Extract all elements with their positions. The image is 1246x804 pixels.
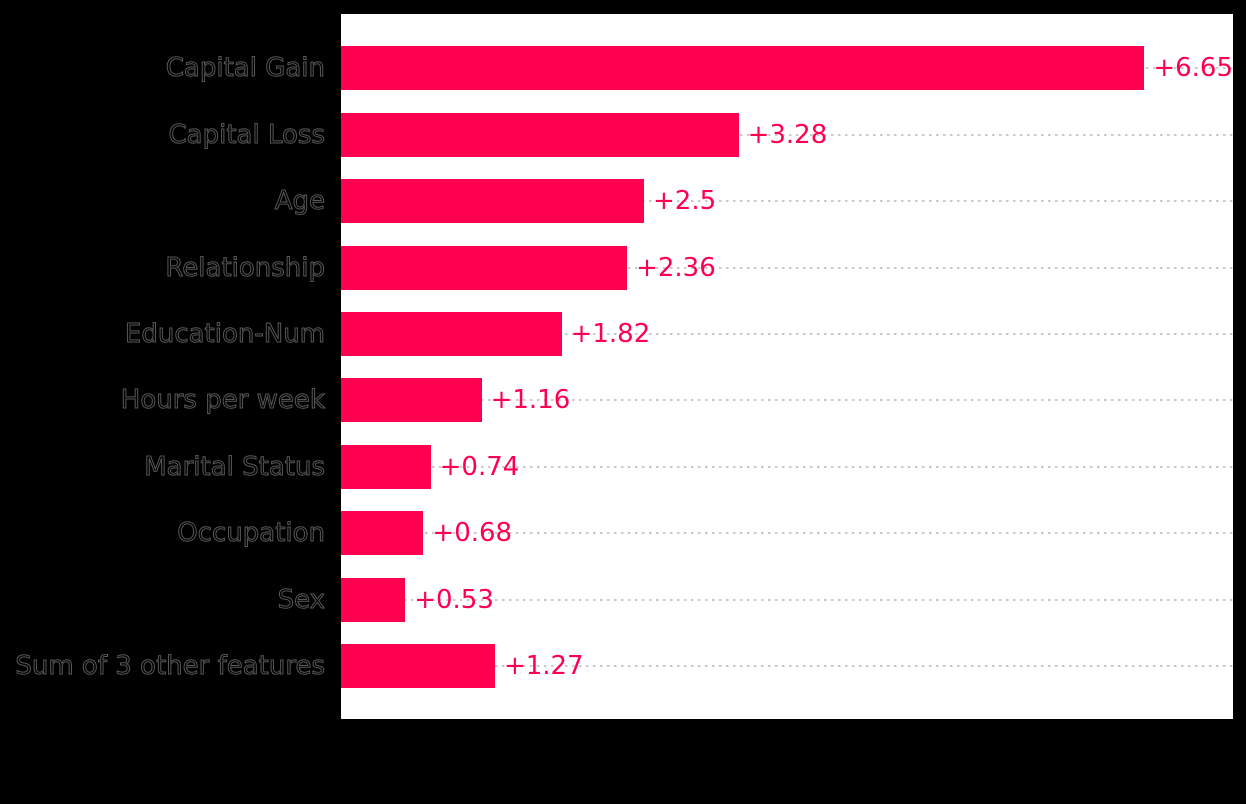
gridline [341, 665, 1233, 668]
bar [341, 179, 644, 224]
chart-row: Age +2.5 [0, 168, 1246, 234]
y-axis-tick-label: Marital Status [144, 451, 326, 482]
bar-track: +2.5 [341, 168, 1233, 234]
bar-value-label: +2.5 [653, 186, 717, 217]
gridline [341, 332, 1233, 335]
chart-row: Hours per week +1.16 [0, 367, 1246, 433]
bar-track: +6.65 [341, 35, 1233, 101]
bar-track: +3.28 [341, 101, 1233, 167]
bar-value-label: +1.16 [490, 385, 571, 416]
bar [341, 112, 739, 157]
y-axis-tick-label: Hours per week [120, 385, 325, 416]
bar [341, 378, 482, 423]
y-axis-tick-label: Relationship [165, 252, 326, 283]
bar-track: +0.53 [341, 567, 1233, 633]
chart-row: Education-Num +1.82 [0, 301, 1246, 367]
bar-value-label: +6.65 [1153, 53, 1233, 84]
chart-row: Capital Loss +3.28 [0, 101, 1246, 167]
bar-chart: Capital Gain +6.65 Capital Loss +3.28 Age +2.… [0, 14, 1246, 719]
y-axis-tick-label: Capital Gain [165, 53, 325, 84]
bar-value-label: +1.82 [570, 318, 651, 349]
bar [341, 46, 1145, 91]
bar-value-label: +2.36 [636, 252, 716, 283]
bar [341, 245, 628, 290]
gridline [341, 200, 1233, 203]
y-axis-tick-label: Age [274, 186, 325, 217]
bar [341, 311, 562, 356]
bar [341, 444, 431, 489]
y-axis-tick-label: Sum of 3 other features [15, 651, 326, 682]
bar-value-label: +0.53 [414, 584, 494, 615]
y-axis-tick-label: Sex [277, 584, 325, 615]
gridline [341, 465, 1233, 468]
gridline [341, 532, 1233, 535]
bar-track: +1.82 [341, 301, 1233, 367]
bar-value-label: +1.27 [503, 651, 584, 682]
bar [341, 577, 406, 622]
bar-track: +2.36 [341, 234, 1233, 300]
chart-row: Capital Gain +6.65 [0, 35, 1246, 101]
gridline [341, 266, 1233, 269]
bar-track: +1.27 [341, 633, 1233, 699]
bar-value-label: +3.28 [747, 119, 828, 150]
bar-track: +0.68 [341, 500, 1233, 566]
gridline [341, 399, 1233, 402]
bar-value-label: +0.74 [439, 451, 520, 482]
bar [341, 644, 495, 689]
gridline [341, 598, 1233, 601]
chart-row: Occupation +0.68 [0, 500, 1246, 566]
chart-row: Marital Status +0.74 [0, 434, 1246, 500]
y-axis-tick-label: Capital Loss [168, 119, 325, 150]
bar-track: +1.16 [341, 367, 1233, 433]
chart-row: Relationship +2.36 [0, 234, 1246, 300]
gridline [341, 133, 1233, 136]
chart-row: Sex +0.53 [0, 567, 1246, 633]
bar-track: +0.74 [341, 434, 1233, 500]
chart-row: Sum of 3 other features +1.27 [0, 633, 1246, 699]
y-axis-tick-label: Occupation [177, 518, 326, 549]
bar-value-label: +0.68 [432, 518, 513, 549]
y-axis-tick-label: Education-Num [124, 318, 325, 349]
bar [341, 511, 424, 556]
